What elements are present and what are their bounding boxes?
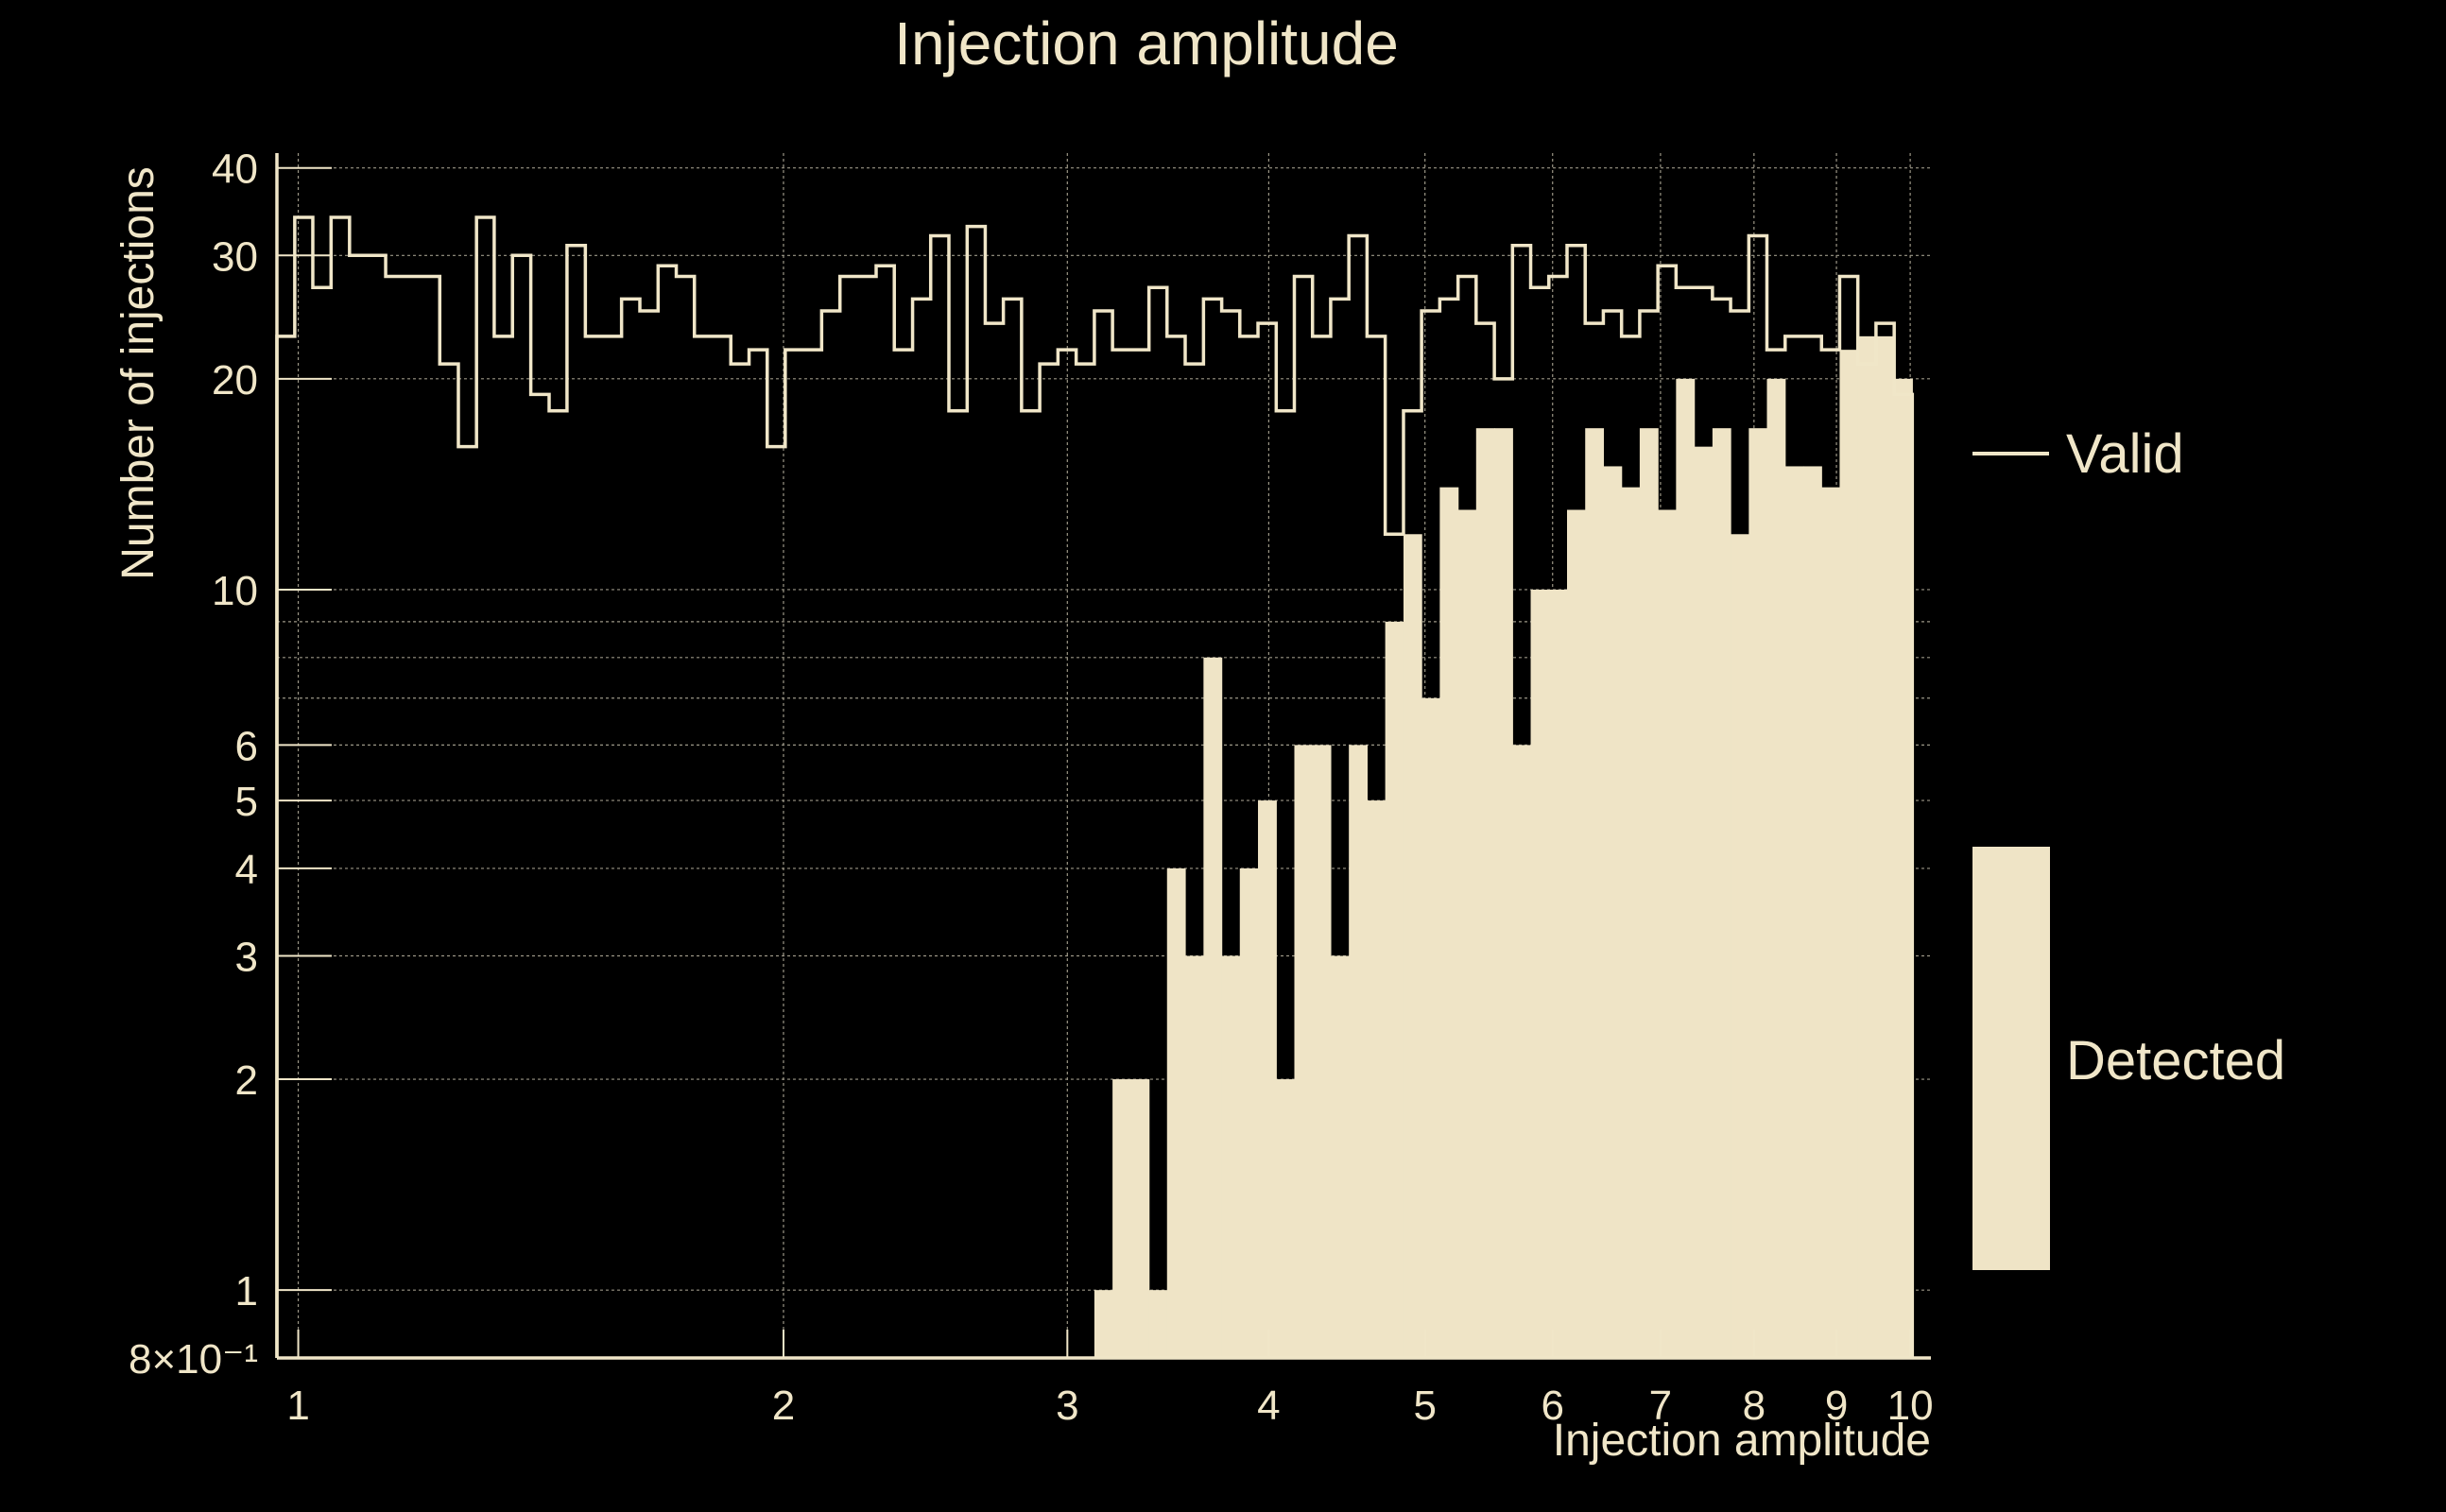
axes	[275, 153, 1931, 1360]
detected-bar	[1748, 428, 1768, 1359]
detected-bar	[1239, 868, 1259, 1358]
detected-bar	[1457, 509, 1477, 1358]
legend: Valid Detected	[1972, 423, 2285, 1270]
detected-bar	[1585, 428, 1605, 1359]
legend-valid-label: Valid	[2066, 423, 2184, 485]
detected-bar	[1112, 1079, 1131, 1358]
x-axis-label: Injection amplitude	[1553, 1416, 1931, 1466]
x-tick-label: 5	[1413, 1383, 1436, 1429]
valid-line-group	[275, 215, 1915, 1358]
y-tick-label: 1	[235, 1268, 258, 1314]
detected-bar	[1130, 1079, 1150, 1358]
detected-bar	[1567, 509, 1586, 1358]
y-tick-label: 4	[235, 847, 258, 893]
x-tick-label: 6	[1541, 1383, 1563, 1429]
detected-bar	[1203, 657, 1223, 1358]
detected-bar	[1639, 428, 1659, 1359]
detected-bar	[1494, 428, 1513, 1359]
x-tick-label: 3	[1056, 1383, 1078, 1429]
detected-bar	[1603, 466, 1623, 1358]
legend-detected-label: Detected	[2066, 1030, 2285, 1091]
chart-title: Injection amplitude	[894, 9, 1399, 77]
detected-bar	[1185, 955, 1204, 1358]
detected-bar	[1875, 335, 1895, 1359]
valid-step-line	[275, 215, 1915, 1358]
detected-bar	[1694, 446, 1714, 1358]
detected-bar	[1894, 378, 1913, 1359]
x-tick-labels: 1 2 3 4 5 6 7 8 9 10	[286, 1383, 1933, 1429]
y-tick-label: 10	[212, 568, 258, 614]
x-tick-label: 7	[1649, 1383, 1672, 1429]
detected-bar	[1839, 350, 1859, 1358]
detected-bar	[1731, 534, 1749, 1358]
detected-bar	[1530, 589, 1550, 1358]
x-tick-label: 8	[1743, 1383, 1766, 1429]
detected-bar	[1385, 621, 1404, 1358]
y-tick-label: 2	[235, 1057, 258, 1104]
detected-bar	[1784, 466, 1804, 1358]
detected-bar	[1439, 487, 1459, 1358]
detected-bar	[1349, 745, 1369, 1358]
detected-bar	[1403, 534, 1422, 1358]
detected-bar	[1258, 800, 1277, 1358]
detected-bar	[1276, 1079, 1296, 1358]
y-tick-label: 3	[235, 935, 258, 981]
x-tick-label: 4	[1257, 1383, 1280, 1429]
x-tick-label: 1	[286, 1383, 309, 1429]
detected-bar	[1548, 589, 1568, 1358]
detected-bar	[1330, 955, 1350, 1358]
y-axis-label: Number of injections	[113, 166, 164, 580]
detected-bars	[1094, 335, 1913, 1359]
detected-bar	[1658, 509, 1677, 1358]
x-tick-label: 9	[1825, 1383, 1848, 1429]
y-tick-label: 40	[212, 146, 258, 193]
detected-bar	[1166, 868, 1186, 1358]
y-tick-label: 30	[212, 233, 258, 280]
y-tick-label: 20	[212, 357, 258, 404]
legend-detected-swatch	[1972, 847, 2050, 1270]
x-tick-label: 2	[772, 1383, 795, 1429]
detected-bar	[1294, 745, 1314, 1358]
detected-bar	[1312, 745, 1332, 1358]
detected-bar	[1821, 487, 1841, 1358]
detected-bar	[1367, 800, 1387, 1358]
detected-bar	[1221, 955, 1241, 1358]
detected-bar	[1621, 487, 1641, 1358]
y-tick-label: 5	[235, 779, 258, 825]
detected-bar	[1766, 378, 1786, 1359]
detected-bar	[1857, 335, 1877, 1359]
detected-bar	[1421, 697, 1440, 1358]
detected-bar	[1676, 378, 1696, 1359]
x-tick-label: 10	[1887, 1383, 1934, 1429]
y-tick-label: 6	[235, 723, 258, 769]
y-tick-labels: 8×10⁻¹ 1 2 3 4 5 6 10 20 30 40	[129, 146, 258, 1383]
detected-bar	[1712, 428, 1731, 1359]
detected-bar	[1475, 428, 1495, 1359]
detected-bar	[1148, 1290, 1168, 1358]
detected-bar	[1094, 1290, 1113, 1358]
detected-bar	[1803, 466, 1822, 1358]
detected-bar	[1512, 745, 1532, 1358]
y-tick-label: 8×10⁻¹	[129, 1336, 258, 1383]
